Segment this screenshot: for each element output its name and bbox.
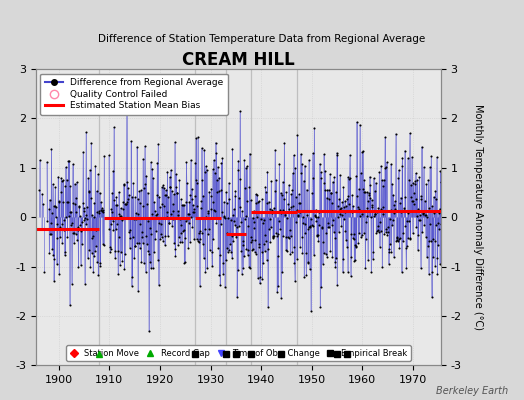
Text: Difference of Station Temperature Data from Regional Average: Difference of Station Temperature Data f… — [99, 34, 425, 44]
Y-axis label: Monthly Temperature Anomaly Difference (°C): Monthly Temperature Anomaly Difference (… — [473, 104, 483, 330]
Title: CREAM HILL: CREAM HILL — [182, 51, 294, 69]
Text: Berkeley Earth: Berkeley Earth — [436, 386, 508, 396]
Legend: Station Move, Record Gap, Time of Obs. Change, Empirical Break: Station Move, Record Gap, Time of Obs. C… — [66, 346, 411, 361]
